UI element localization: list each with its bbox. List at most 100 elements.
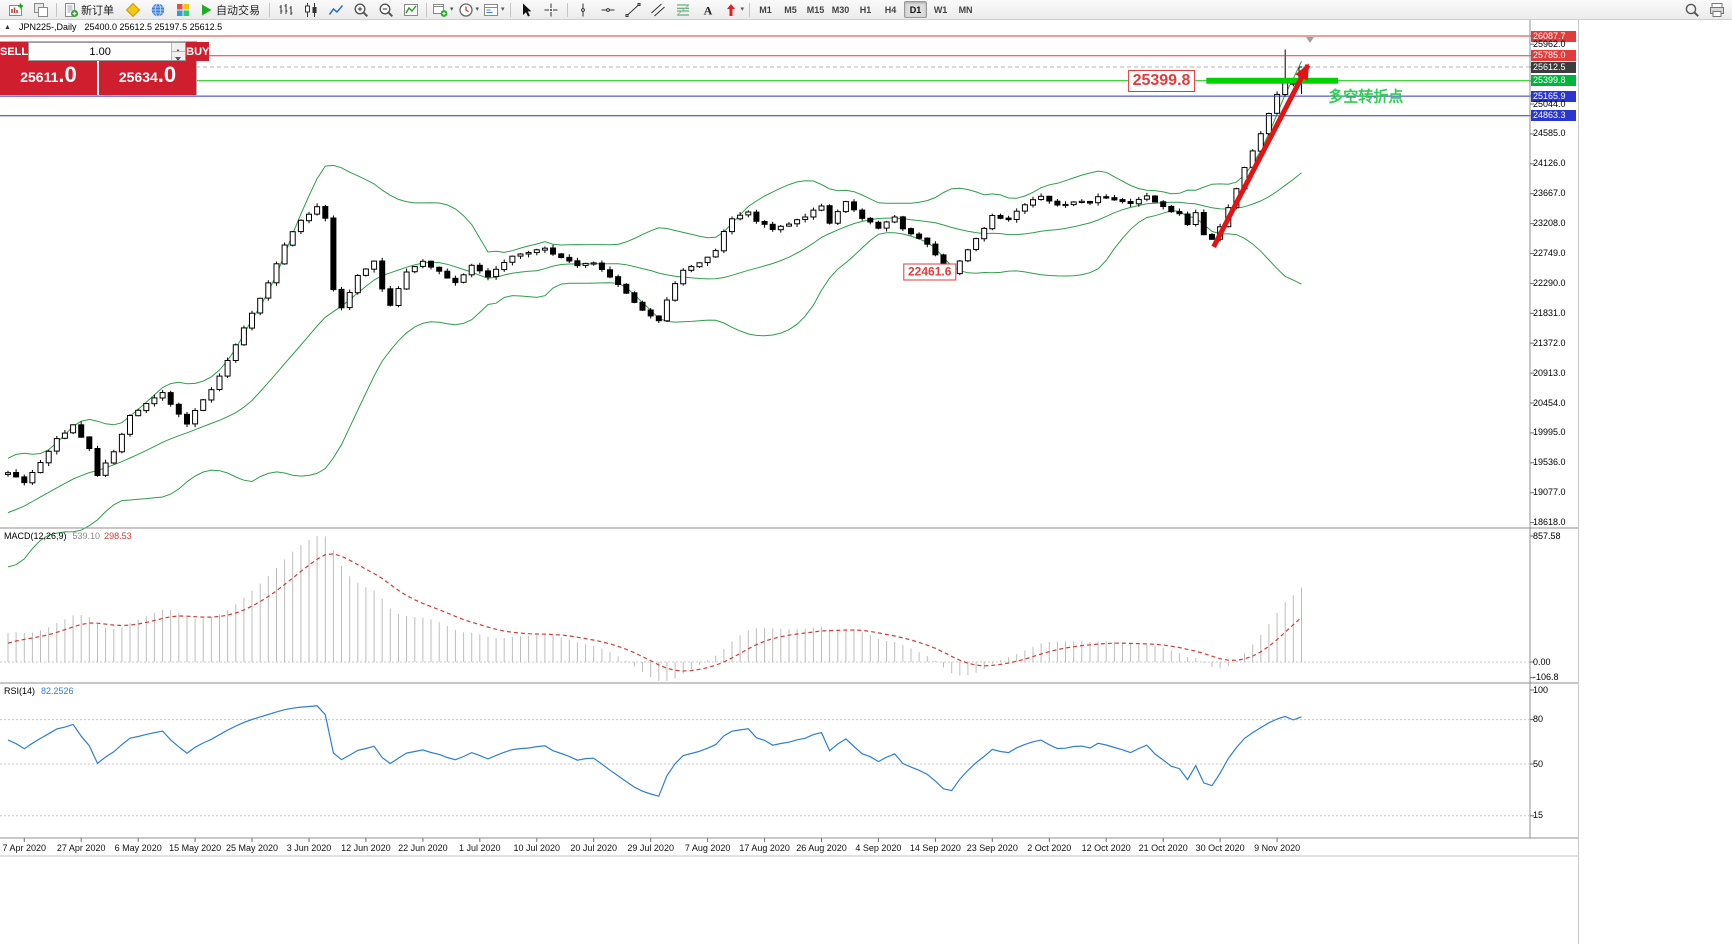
vertical-line-icon[interactable]	[571, 0, 596, 20]
price-axis-label: 22749.0	[1533, 248, 1566, 258]
macd-header: MACD(12,26,9) 539.10 298.53	[4, 531, 132, 541]
date-axis-label: 17 Aug 2020	[739, 843, 790, 853]
timeframe-button-D1[interactable]: D1	[904, 1, 928, 18]
text-icon[interactable]: A	[696, 0, 721, 20]
price-axis-label: 24585.0	[1533, 128, 1566, 139]
bar-chart-icon[interactable]	[273, 0, 298, 20]
price-axis-label: 22290.0	[1533, 277, 1566, 288]
search-icon[interactable]	[1679, 0, 1704, 20]
chart-ohlc-readout: 25400.0 25612.5 25197.5 25612.5	[84, 22, 223, 32]
zoom-out-icon[interactable]	[373, 0, 398, 20]
date-axis-label: 1 Jul 2020	[459, 843, 501, 853]
date-axis-label: 14 Sep 2020	[909, 843, 961, 853]
zoom-in-icon[interactable]	[348, 0, 373, 20]
timeframe-button-M30[interactable]: M30	[831, 4, 850, 15]
bollinger-band	[7, 210, 1302, 568]
window-right-gutter	[1578, 20, 1732, 944]
toolbar-separator	[566, 2, 568, 17]
timeframe-button-M5[interactable]: M5	[784, 4, 797, 15]
date-axis-label: 20 Jul 2020	[570, 843, 617, 853]
price-axis-label: 24126.0	[1533, 158, 1566, 169]
date-axis-label: 30 Oct 2020	[1195, 843, 1245, 853]
timeframe-button-M1[interactable]: M1	[759, 4, 772, 15]
price-axis-label: 20913.0	[1533, 367, 1566, 378]
buy-price-pips: .0	[157, 62, 177, 87]
toolbar-separator	[56, 2, 57, 17]
macd-value-signal: 298.53	[104, 531, 132, 541]
print-icon[interactable]	[1704, 0, 1729, 20]
timeframe-button-H4[interactable]: H4	[884, 4, 897, 15]
fibonacci-icon[interactable]	[671, 0, 696, 20]
timeframe-button-H1[interactable]: H1	[859, 4, 872, 15]
macd-signal-line	[7, 553, 1302, 672]
trend-arrow[interactable]	[1211, 63, 1311, 249]
rsi-value: 82.2526	[41, 686, 74, 696]
crosshair-icon[interactable]	[539, 0, 564, 20]
rsi-label: RSI(14)	[4, 686, 36, 696]
chart-canvas[interactable]	[0, 0, 1578, 944]
volume-input[interactable]	[29, 43, 172, 60]
buy-price-main: 25634	[118, 69, 158, 85]
horizontal-line-icon[interactable]	[596, 0, 621, 20]
date-axis-label: 7 Apr 2020	[2, 843, 47, 853]
price-axis-label: 100	[1533, 684, 1549, 695]
channel-icon[interactable]	[646, 0, 671, 20]
date-axis-label: 6 May 2020	[114, 843, 162, 853]
volume-box	[28, 42, 187, 61]
trendline-icon[interactable]	[621, 0, 646, 20]
buy-price-button[interactable]: 25634.0	[99, 61, 196, 95]
macd-value-main: 539.10	[72, 531, 101, 541]
price-callout-25399[interactable]: 25399.8	[1127, 69, 1196, 92]
line-chart-icon[interactable]	[323, 0, 348, 20]
price-axis-label: 19077.0	[1533, 487, 1566, 498]
toolbar-separator	[269, 2, 270, 17]
metaeditor-icon[interactable]	[120, 0, 145, 20]
price-axis-label: 20454.0	[1533, 397, 1566, 408]
new-order-button[interactable]: 新订单	[60, 0, 120, 20]
sell-price-button[interactable]: 25611.0	[0, 61, 99, 95]
date-axis-label: 22 Jun 2020	[398, 843, 448, 853]
arrows-icon[interactable]: ▾	[721, 0, 747, 20]
date-axis-label: 27 Apr 2020	[56, 843, 106, 853]
turning-point-label[interactable]: 多空转折点	[1328, 88, 1404, 106]
price-axis-label: 26087.7	[1531, 30, 1576, 42]
volume-down-button[interactable]	[172, 51, 186, 61]
candlestick-chart-icon[interactable]	[298, 0, 323, 20]
price-axis-label: 19536.0	[1533, 457, 1566, 468]
auto-trading-button[interactable]: 自动交易	[195, 0, 266, 20]
sell-button[interactable]: SELL	[0, 42, 29, 61]
toolbar-separator	[749, 2, 751, 17]
timeframe-button-W1[interactable]: W1	[933, 4, 948, 15]
rsi-header: RSI(14) 82.2526	[4, 686, 74, 696]
cursor-icon[interactable]	[514, 0, 539, 20]
price-callout-22461[interactable]: 22461.6	[902, 263, 957, 281]
period-combo[interactable]: ▾	[456, 0, 482, 20]
buy-button[interactable]: BUY	[186, 42, 210, 61]
price-axis-label: 18618.0	[1533, 517, 1566, 528]
date-axis-label: 2 Oct 2020	[1027, 843, 1072, 853]
price-axis-label: 23667.0	[1533, 188, 1566, 199]
community-icon[interactable]	[145, 0, 170, 20]
indicators-icon[interactable]	[398, 0, 423, 20]
price-axis-label: 80	[1533, 714, 1544, 725]
date-axis-label: 29 Jul 2020	[627, 843, 674, 853]
price-axis-label: 23208.0	[1533, 218, 1566, 229]
price-axis-label: 857.58	[1533, 530, 1561, 541]
new-chart-icon[interactable]	[3, 0, 28, 20]
market-icon[interactable]	[170, 0, 195, 20]
chart-shift-marker[interactable]	[1306, 37, 1314, 43]
date-axis-label: 10 Jul 2020	[513, 843, 561, 853]
profiles-icon[interactable]	[28, 0, 53, 20]
sell-price-main: 25611	[20, 69, 59, 85]
price-axis-label: 25962.0	[1533, 38, 1566, 49]
price-axis-label: 19995.0	[1533, 427, 1566, 438]
template-combo[interactable]: ▾	[481, 0, 507, 20]
add-indicator-combo[interactable]: ▾	[430, 0, 456, 20]
volume-up-button[interactable]	[172, 43, 186, 53]
price-axis-label: 0.00	[1533, 656, 1551, 667]
timeframe-button-MN[interactable]: MN	[958, 4, 973, 15]
one-click-trading-panel: SELL BUY 25611.0 25634.0	[0, 42, 210, 95]
chart-collapse-icon[interactable]: ▲	[4, 23, 11, 31]
timeframe-button-M15[interactable]: M15	[806, 4, 825, 15]
date-axis-label: 4 Sep 2020	[855, 843, 902, 853]
